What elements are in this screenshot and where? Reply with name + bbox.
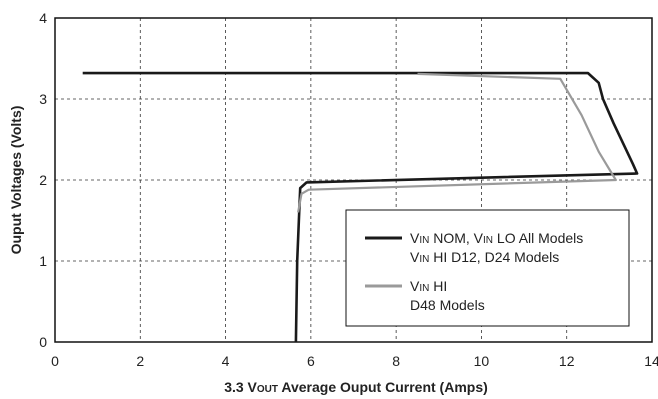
x-tick-label: 6 <box>307 353 315 369</box>
series-line-1 <box>297 72 617 213</box>
series-layer <box>82 71 639 343</box>
x-tick-label: 0 <box>51 353 59 369</box>
x-tick-label: 2 <box>136 353 144 369</box>
x-axis-title: 3.3 VOUT Average Ouput Current (Amps) <box>224 379 488 395</box>
legend-label-0-line-0: VIN NOM, VIN LO All Models <box>410 230 583 246</box>
plot-frame <box>54 17 653 343</box>
x-tick-label: 10 <box>474 353 490 369</box>
x-tick-label: 12 <box>559 353 575 369</box>
legend-label-0-line-1: VIN HI D12, D24 Models <box>410 249 559 265</box>
y-tick-label: 2 <box>39 172 47 188</box>
x-tick-label: 14 <box>644 353 658 369</box>
y-tick-label: 3 <box>39 91 47 107</box>
legend-label-1-line-1: D48 Models <box>410 297 485 313</box>
legend: VIN NOM, VIN LO All Models VIN HI D12, D… <box>345 209 630 327</box>
y-axis-title: Ouput Voltages (Volts) <box>8 106 24 255</box>
legend-label-1-line-0: VIN HI <box>410 278 447 294</box>
legend-box <box>345 209 630 327</box>
y-tick-label: 0 <box>39 334 47 350</box>
x-tick-label: 8 <box>392 353 400 369</box>
y-tick-label: 4 <box>39 10 47 26</box>
x-tick-label: 4 <box>222 353 230 369</box>
y-tick-label: 1 <box>39 253 47 269</box>
